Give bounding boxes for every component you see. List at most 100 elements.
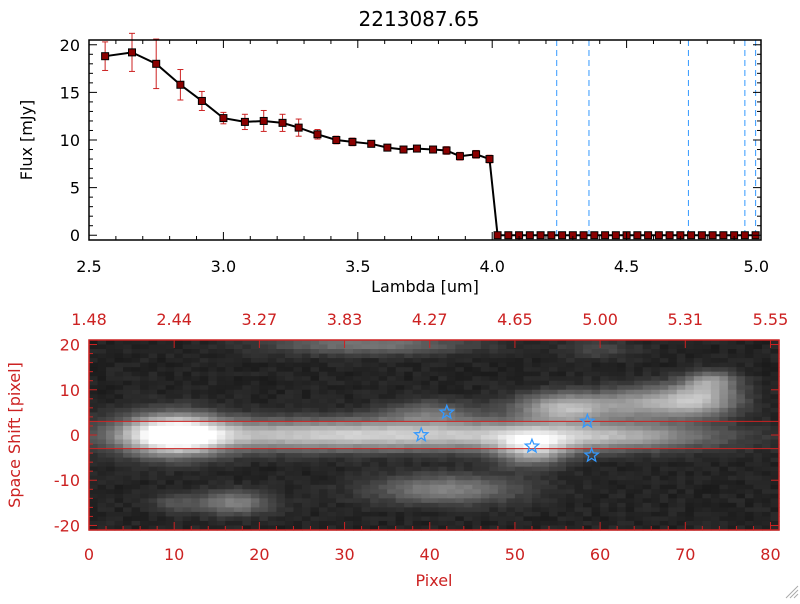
heatmap-cell xyxy=(531,435,542,441)
heatmap-cell xyxy=(710,344,720,350)
heatmap-cell xyxy=(191,511,201,518)
heatmap-cell xyxy=(608,398,618,404)
heatmap-cell xyxy=(719,489,729,495)
heatmap-cell xyxy=(182,493,192,499)
heatmap-cell xyxy=(676,453,686,459)
heatmap-cell xyxy=(540,416,550,423)
heatmap-cell xyxy=(438,403,448,409)
heatmap-cell xyxy=(446,498,456,504)
heatmap-cell xyxy=(480,502,490,508)
heatmap-cell xyxy=(233,371,243,377)
heatmap-cell xyxy=(429,389,439,395)
heatmap-cell xyxy=(361,462,371,468)
heatmap-cell xyxy=(208,367,218,373)
heatmap-cell xyxy=(770,493,780,499)
heatmap-cell xyxy=(336,448,346,454)
heatmap-cell xyxy=(259,480,269,486)
heatmap-cell xyxy=(327,462,337,468)
heatmap-cell xyxy=(89,525,99,531)
data-point xyxy=(176,80,185,89)
heatmap-cell xyxy=(421,353,431,359)
heatmap-cell xyxy=(310,444,320,450)
heatmap-cell xyxy=(727,349,738,355)
heatmap-cell xyxy=(165,358,175,364)
heatmap-cell xyxy=(531,471,542,477)
heatmap-cell xyxy=(608,457,618,463)
heatmap-cell xyxy=(744,507,755,513)
heatmap-cell xyxy=(182,502,192,508)
heatmap-cell xyxy=(106,453,116,459)
heatmap-cell xyxy=(233,416,243,423)
spectrum-x-ticks: 2.5 3.0 3.5 4.0 4.5 5.0 xyxy=(76,40,769,276)
heatmap-cell xyxy=(319,403,329,409)
heatmap-cell xyxy=(361,358,371,364)
heatmap-cell xyxy=(387,453,397,459)
heatmap-cell xyxy=(702,403,712,409)
heatmap-cell xyxy=(344,493,354,499)
heatmap-cell xyxy=(591,358,601,364)
heatmap-cell xyxy=(625,358,635,364)
heatmap-cell xyxy=(404,394,414,400)
heatmap-cell xyxy=(216,511,226,518)
heatmap-cell xyxy=(165,448,175,454)
heatmap-cell xyxy=(225,489,235,495)
heatmap-cell xyxy=(651,394,661,400)
heatmap-cell xyxy=(668,511,678,518)
heatmap-cell xyxy=(378,480,388,486)
heatmap-cell xyxy=(97,493,107,499)
heatmap-cell xyxy=(174,398,184,404)
data-point xyxy=(332,136,341,144)
heatmap-cell xyxy=(668,507,678,513)
heatmap-cell xyxy=(97,502,107,508)
heatmap-cell xyxy=(89,425,99,432)
heatmap-cell xyxy=(600,457,610,463)
heatmap-cell xyxy=(506,493,516,499)
heatmap-cell xyxy=(208,376,218,382)
heatmap-cell xyxy=(199,466,209,472)
heatmap-cell xyxy=(421,380,431,386)
heatmap-cell xyxy=(625,398,635,404)
heatmap-cell xyxy=(267,394,278,400)
heatmap-cell xyxy=(361,403,371,409)
heatmap-cell xyxy=(472,520,482,527)
heatmap-cell xyxy=(267,421,278,427)
heatmap-cell xyxy=(242,353,252,359)
heatmap-cell xyxy=(480,439,490,445)
heatmap-cell xyxy=(744,489,755,495)
heatmap-cell xyxy=(336,435,346,441)
heatmap-cell xyxy=(480,349,490,355)
heatmap-cell xyxy=(404,380,414,386)
heatmap-cell xyxy=(429,340,439,346)
heatmap-cell xyxy=(301,480,312,486)
heatmap-cell xyxy=(489,511,499,518)
heatmap-cell xyxy=(429,475,439,481)
resize-grip-icon[interactable] xyxy=(785,585,799,599)
heatmap-cell xyxy=(131,362,141,368)
heatmap-cell xyxy=(710,511,720,518)
heatmap-cell xyxy=(736,403,746,409)
heatmap-cell xyxy=(225,507,235,513)
heatmap-cell xyxy=(106,516,116,522)
heatmap-cell xyxy=(702,385,712,391)
heatmap-cell xyxy=(549,457,559,463)
heatmap-cell xyxy=(421,498,431,504)
heatmap-cell xyxy=(353,416,363,423)
heatmap-cell xyxy=(591,367,601,373)
heatmap-cell xyxy=(395,421,405,427)
heatmap-cell xyxy=(353,453,363,459)
heatmap-cell xyxy=(489,380,499,386)
heatmap-cell xyxy=(208,416,218,423)
heatmap-cell xyxy=(123,403,133,409)
heatmap-cell xyxy=(617,444,627,450)
heatmap-cell xyxy=(566,344,576,350)
heatmap-cell xyxy=(276,389,286,395)
heatmap-cell xyxy=(319,398,329,404)
heatmap-cell xyxy=(301,389,312,395)
heatmap-cell xyxy=(566,493,576,499)
heatmap-cell xyxy=(199,362,209,368)
heatmap-cell xyxy=(310,484,320,490)
heatmap-cell xyxy=(404,358,414,364)
heatmap-cell xyxy=(123,502,133,508)
heatmap-cell xyxy=(208,380,218,386)
heatmap-cell xyxy=(642,358,652,364)
